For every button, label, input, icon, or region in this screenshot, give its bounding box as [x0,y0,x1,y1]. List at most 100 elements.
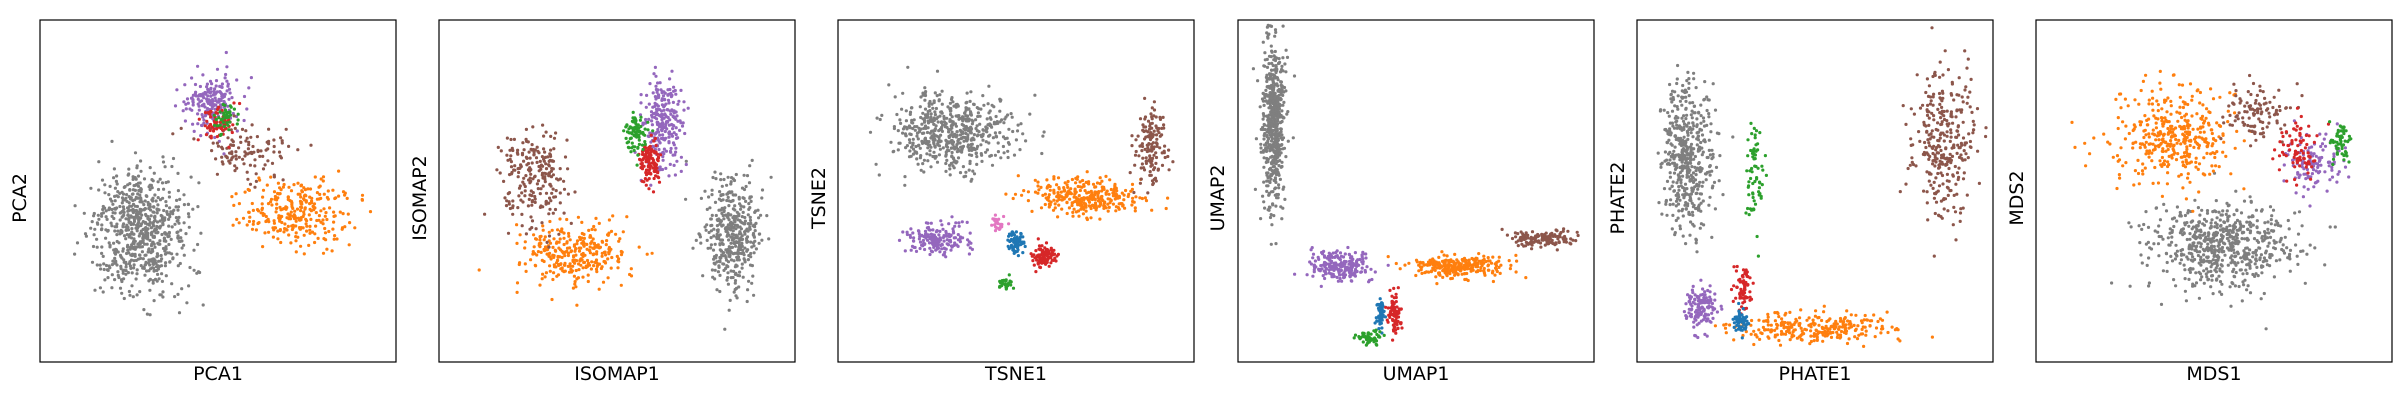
scatter-point-purple [190,76,194,80]
scatter-point-purple [660,118,664,122]
scatter-point-gray [1272,150,1276,154]
scatter-point-gray [1269,155,1273,159]
scatter-point-orange [607,218,612,222]
panel-mds-xlabel: MDS1 [2186,363,2241,385]
scatter-point-red [646,164,651,168]
scatter-point-brown [526,204,531,208]
scatter-point-orange [237,202,241,206]
scatter-point-gray [735,210,739,214]
scatter-point-gray [701,274,705,278]
scatter-point-purple [661,123,665,127]
scatter-point-gray [97,217,101,221]
scatter-point-gray [1268,215,1273,220]
scatter-point-gray [944,154,948,158]
scatter-point-gray [955,133,959,137]
scatter-point-gray [95,245,99,249]
scatter-point-gray [1263,64,1267,68]
scatter-point-brown [548,207,552,211]
scatter-point-brown [1154,115,1158,119]
scatter-point-orange [523,246,527,250]
scatter-point-gray [929,165,933,169]
scatter-point-gray [159,253,163,258]
scatter-point-orange [284,205,288,209]
scatter-point-purple [1324,272,1328,276]
scatter-point-gray [168,260,172,264]
scatter-point-orange [546,247,550,252]
scatter-point-gray [1284,48,1288,52]
scatter-point-gray [1000,118,1004,122]
scatter-point-purple [222,152,226,156]
scatter-point-gray [166,235,170,239]
scatter-point-orange [294,235,298,239]
scatter-point-gray [717,208,721,212]
scatter-point-red [209,109,213,113]
scatter-point-orange [594,261,598,265]
scatter-point-brown [261,167,266,171]
scatter-point-purple [1338,257,1342,261]
scatter-point-brown [1161,115,1165,119]
scatter-point-gray [912,118,916,122]
scatter-point-gray [1006,155,1010,160]
scatter-point-brown [536,179,541,183]
scatter-point-gray [1024,139,1028,143]
scatter-point-orange [1047,183,1051,187]
scatter-point-red [649,172,653,176]
scatter-point-gray [749,221,753,225]
scatter-point-purple [669,112,673,116]
scatter-point-blue [1014,230,1019,234]
scatter-point-gray [740,262,744,266]
scatter-point-gray [182,193,186,197]
scatter-point-gray [167,190,171,194]
scatter-point-purple [193,82,198,87]
scatter-point-gray [919,95,923,99]
scatter-point-gray [744,184,748,189]
scatter-point-gray [176,234,180,238]
scatter-point-brown [229,158,233,162]
scatter-point-gray [158,177,162,181]
scatter-point-green [625,130,630,134]
scatter-point-orange [231,223,235,227]
scatter-point-orange [245,223,249,227]
scatter-point-orange [278,218,282,222]
scatter-point-brown [533,200,537,204]
scatter-point-purple [1360,253,1364,257]
scatter-point-orange [331,227,335,231]
scatter-point-orange [585,264,590,269]
scatter-point-purple [914,249,919,253]
scatter-point-red [1036,237,1040,241]
scatter-point-orange [1060,207,1064,211]
scatter-point-gray [727,238,731,242]
scatter-point-gray [127,195,131,199]
scatter-point-gray [903,183,907,187]
scatter-point-red [1052,252,1057,256]
scatter-point-gray [95,263,99,267]
scatter-point-gray [896,148,900,152]
scatter-point-purple [684,162,688,167]
scatter-point-gray [115,225,119,229]
scatter-point-orange [1070,177,1074,182]
scatter-point-brown [192,137,196,141]
scatter-point-gray [153,277,158,281]
scatter-point-gray [135,204,139,209]
panel-isomap-frame [438,19,796,363]
scatter-point-gray [717,197,722,201]
scatter-point-purple [1342,259,1347,263]
scatter-point-orange [1109,187,1113,192]
scatter-point-gray [129,266,133,270]
scatter-point-orange [274,210,278,214]
scatter-point-gray [742,253,746,257]
scatter-point-brown [531,125,535,129]
scatter-point-gray [1269,139,1274,143]
scatter-point-gray [159,213,163,218]
panel-pca-points [73,50,373,317]
scatter-point-gray [738,202,742,206]
scatter-point-gray [188,265,192,270]
scatter-point-purple [201,94,205,98]
scatter-point-gray [1272,140,1276,144]
scatter-point-orange [298,227,302,231]
scatter-point-gray [940,89,944,93]
scatter-point-brown [1132,190,1136,195]
scatter-point-orange [272,219,276,223]
scatter-point-orange [563,269,567,273]
